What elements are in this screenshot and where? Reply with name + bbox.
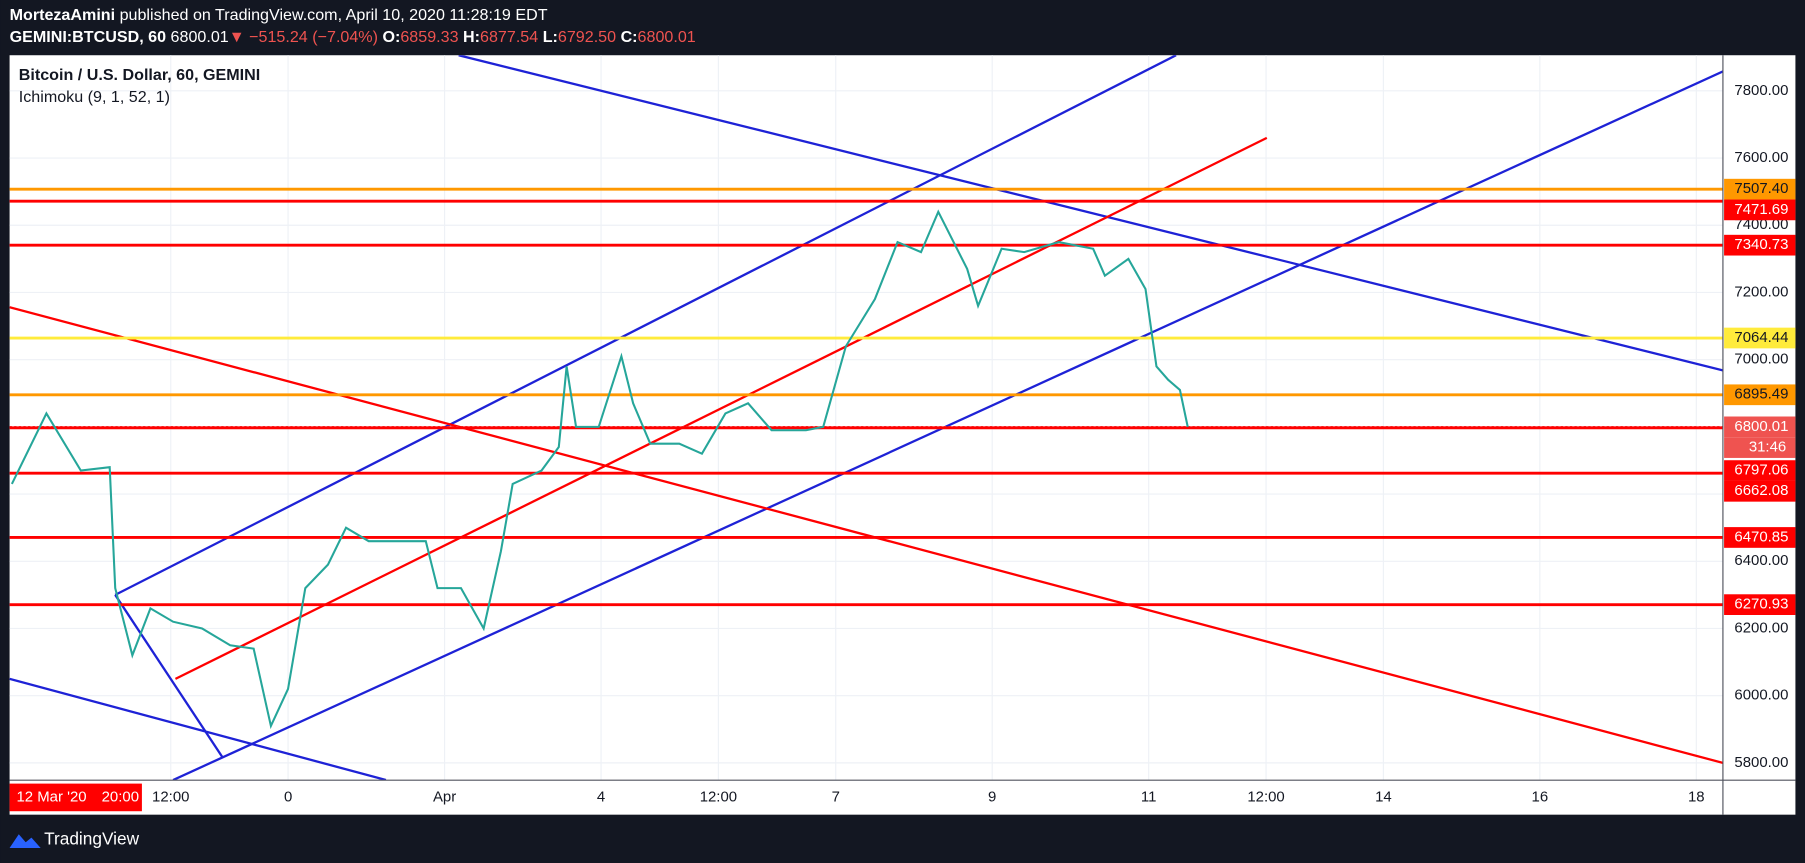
high-label: H: xyxy=(463,28,480,46)
price-label: 6662.08 xyxy=(1734,482,1788,499)
y-tick-label: 6000.00 xyxy=(1734,687,1788,704)
price-label-box xyxy=(1724,384,1796,406)
trend-line xyxy=(9,306,1723,764)
published: published on TradingView.com, April 10, … xyxy=(120,6,548,24)
x-tick-label: 4 xyxy=(597,788,605,805)
price-label: 6270.93 xyxy=(1734,596,1788,613)
price-label: 7471.69 xyxy=(1734,201,1788,218)
author: MortezaAmini xyxy=(10,6,116,24)
y-tick-label: 7000.00 xyxy=(1734,351,1788,368)
y-tick-label: 7600.00 xyxy=(1734,149,1788,166)
indicator-name: Ichimoku (9, 1, 52, 1) xyxy=(19,88,170,106)
x-tick-label: 11 xyxy=(1141,788,1157,805)
x-tick-label: 0 xyxy=(284,788,292,805)
price-label-box xyxy=(1724,178,1796,200)
x-tick-label: 9 xyxy=(988,788,996,805)
y-tick-label: 7400.00 xyxy=(1734,216,1788,233)
y-tick-label: 7200.00 xyxy=(1734,283,1788,300)
plot xyxy=(9,55,1723,781)
y-tick-label: 7800.00 xyxy=(1734,82,1788,99)
countdown-box xyxy=(1724,437,1796,458)
close: 6800.01 xyxy=(638,28,696,46)
chart-panel xyxy=(9,55,1796,815)
price-label-box xyxy=(1724,199,1796,221)
crosshair-date: 12 Mar '20 xyxy=(16,788,86,805)
x-tick-label: 14 xyxy=(1375,788,1392,805)
symbol: GEMINI:BTCUSD, 60 xyxy=(10,28,167,46)
price-label: 7507.40 xyxy=(1734,180,1788,197)
low-label: L: xyxy=(543,28,558,46)
logo xyxy=(9,834,41,849)
trend-line xyxy=(114,594,224,758)
countdown: 31:46 xyxy=(1749,439,1786,456)
axes: 5800.006000.006200.006400.006600.006800.… xyxy=(152,82,1796,805)
price-label: 6470.85 xyxy=(1734,528,1788,545)
open: 6859.33 xyxy=(400,28,458,46)
price-label: 7064.44 xyxy=(1734,329,1788,346)
price-label-box xyxy=(1724,234,1796,256)
price-label-box xyxy=(1724,594,1796,615)
x-tick-label: 12:00 xyxy=(700,788,737,805)
high: 6877.54 xyxy=(480,28,538,46)
trend-line xyxy=(114,55,1177,596)
header-line: MortezaAmini published on TradingView.co… xyxy=(10,6,548,24)
price-label: 6800.01 xyxy=(1734,418,1788,435)
x-tick-label: 12:00 xyxy=(1247,788,1284,805)
price-label: 7340.73 xyxy=(1734,236,1788,253)
trend-line xyxy=(9,677,387,781)
last: 6800.01 xyxy=(171,28,229,46)
open-label: O: xyxy=(382,28,400,46)
price-label-box xyxy=(1724,527,1796,548)
x-tick-label: 12:00 xyxy=(152,788,189,805)
x-tick-label: 16 xyxy=(1532,788,1549,805)
price-label: 6895.49 xyxy=(1734,386,1788,403)
crosshair-label xyxy=(9,783,142,812)
low: 6792.50 xyxy=(558,28,616,46)
y-tick-label: 6200.00 xyxy=(1734,619,1788,636)
y-tick-label: 5800.00 xyxy=(1734,754,1788,771)
price-label-box xyxy=(1724,460,1796,481)
x-tick-label: 18 xyxy=(1688,788,1705,805)
x-tick-label: 7 xyxy=(832,788,840,805)
price-label: 6797.06 xyxy=(1734,462,1788,479)
trend-line xyxy=(174,136,1268,680)
trend-line xyxy=(458,55,1723,372)
change: ▼ −515.24 (−7.04%) xyxy=(229,28,378,46)
price-line xyxy=(10,209,1189,730)
chart-title: Bitcoin / U.S. Dollar, 60, GEMINI xyxy=(19,66,260,84)
y-tick-label: 6400.00 xyxy=(1734,552,1788,569)
price-label-box xyxy=(1724,416,1796,438)
ohlc-line: GEMINI:BTCUSD, 60 6800.01▼ −515.24 (−7.0… xyxy=(10,28,696,46)
close-label: C: xyxy=(621,28,638,46)
price-label-box xyxy=(1724,480,1796,502)
x-tick-label: Apr xyxy=(433,788,456,805)
brand: TradingView xyxy=(44,829,139,849)
crosshair-time: 20:00 xyxy=(102,788,139,805)
price-label-box xyxy=(1724,327,1796,349)
